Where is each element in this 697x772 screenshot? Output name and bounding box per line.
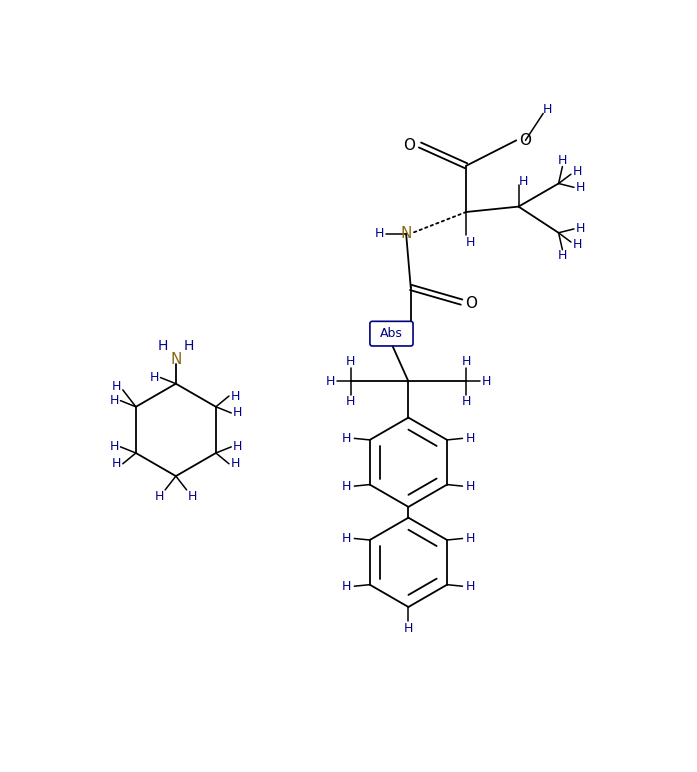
Text: H: H (461, 355, 471, 368)
Text: H: H (158, 339, 168, 353)
Text: H: H (542, 103, 552, 116)
Text: H: H (519, 174, 528, 188)
Text: H: H (188, 489, 197, 503)
Text: H: H (231, 390, 240, 402)
Text: H: H (576, 181, 585, 194)
Text: H: H (112, 381, 121, 393)
Text: H: H (154, 489, 164, 503)
Text: H: H (466, 236, 475, 249)
Text: H: H (346, 395, 355, 408)
Text: H: H (184, 339, 194, 353)
Text: H: H (233, 440, 242, 453)
Text: H: H (346, 355, 355, 368)
Text: H: H (150, 371, 159, 384)
Text: H: H (404, 622, 413, 635)
Text: H: H (466, 432, 475, 445)
Text: H: H (109, 440, 119, 453)
Text: H: H (109, 394, 119, 407)
Text: H: H (342, 580, 351, 593)
Text: H: H (112, 457, 121, 470)
Text: H: H (233, 407, 242, 419)
Text: H: H (572, 165, 582, 178)
Text: H: H (466, 580, 475, 593)
Text: O: O (403, 137, 415, 153)
Text: H: H (342, 479, 351, 493)
Text: H: H (466, 479, 475, 493)
Text: H: H (461, 395, 471, 408)
Text: O: O (465, 296, 477, 311)
Text: H: H (231, 457, 240, 470)
Text: H: H (374, 227, 384, 240)
Text: N: N (170, 351, 181, 367)
Text: H: H (572, 238, 582, 251)
FancyBboxPatch shape (370, 321, 413, 346)
Text: H: H (342, 532, 351, 545)
Text: H: H (558, 249, 567, 262)
Text: H: H (482, 375, 491, 388)
Text: H: H (576, 222, 585, 235)
Text: H: H (342, 432, 351, 445)
Text: O: O (519, 133, 531, 148)
Text: N: N (400, 226, 412, 241)
Text: H: H (558, 154, 567, 167)
Text: H: H (326, 375, 335, 388)
Text: Abs: Abs (380, 327, 403, 340)
Text: H: H (466, 532, 475, 545)
